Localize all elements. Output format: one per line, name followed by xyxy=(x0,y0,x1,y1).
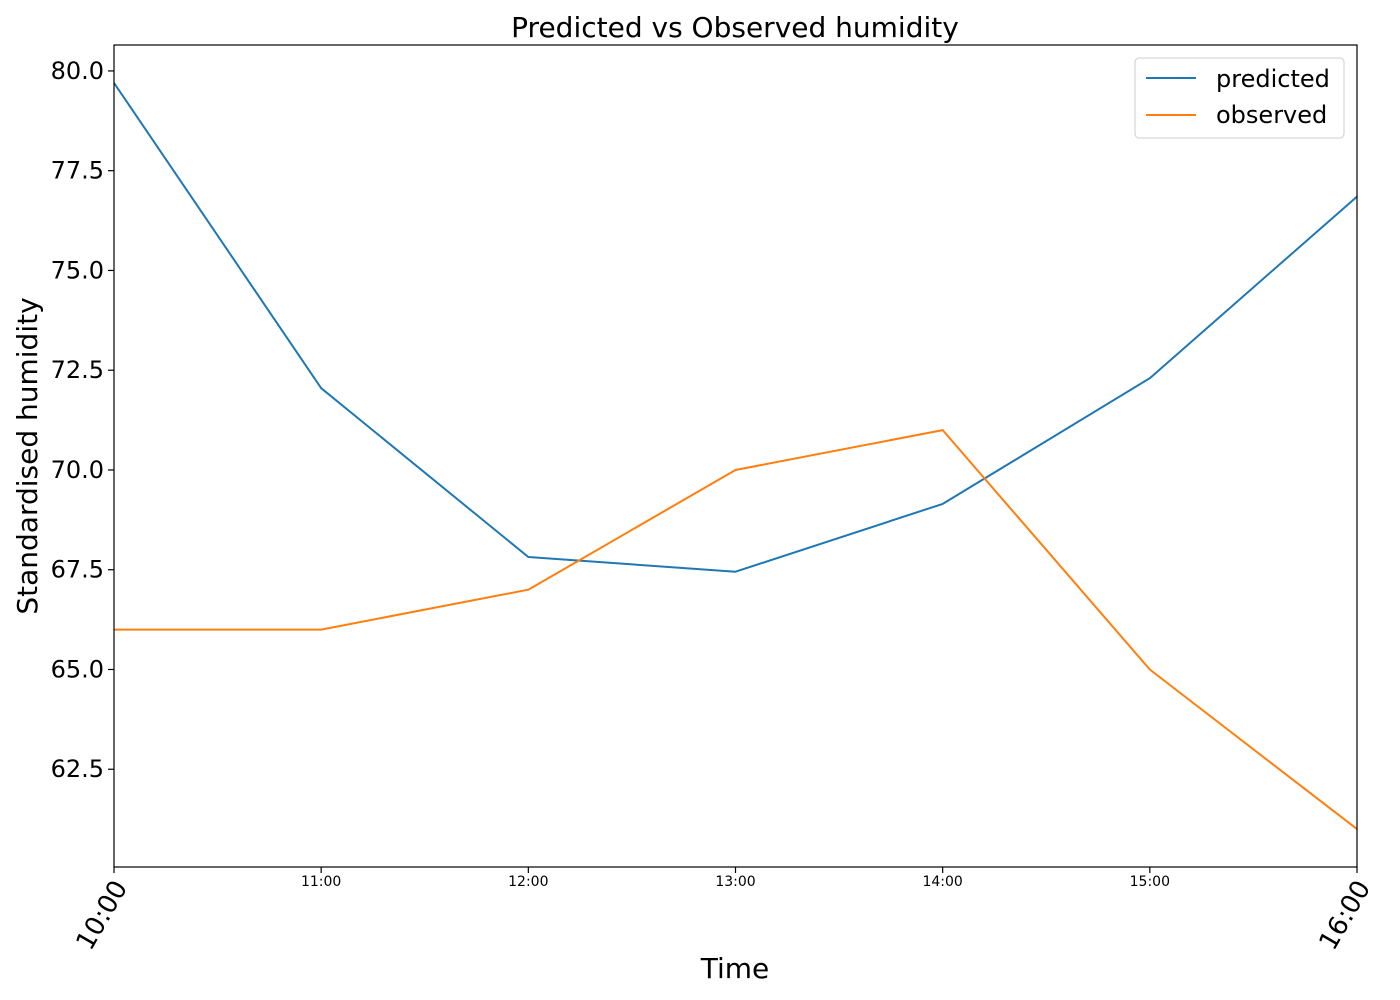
x-tick-label: 12:00 xyxy=(508,874,548,890)
y-tick-label: 72.5 xyxy=(51,356,104,384)
x-tick-label: 14:00 xyxy=(922,874,962,890)
y-tick-label: 67.5 xyxy=(51,556,104,584)
series-line-observed xyxy=(114,429,1358,830)
y-axis-label: Standardised humidity xyxy=(11,297,44,614)
y-tick-label: 70.0 xyxy=(51,456,104,484)
legend-label-observed: observed xyxy=(1216,101,1327,129)
legend-label-predicted: predicted xyxy=(1216,65,1330,93)
x-tick-label: 13:00 xyxy=(715,874,755,890)
x-tick-label: 15:00 xyxy=(1130,874,1170,890)
x-axis-label: Time xyxy=(700,952,770,985)
y-axis-ticks: 62.5 65.0 67.5 70.0 72.5 75.0 77.5 80.0 xyxy=(51,57,114,783)
y-tick-label: 75.0 xyxy=(51,256,104,284)
series-layer xyxy=(113,82,1358,830)
series-line-predicted xyxy=(113,82,1358,573)
y-tick-label: 77.5 xyxy=(51,157,104,185)
y-tick-label: 80.0 xyxy=(51,57,104,85)
legend: predicted observed xyxy=(1134,57,1345,139)
y-tick-label: 65.0 xyxy=(51,655,104,683)
y-tick-label: 62.5 xyxy=(51,755,104,783)
x-tick-label: 11:00 xyxy=(301,874,341,890)
chart-title: Predicted vs Observed humidity xyxy=(511,11,959,44)
